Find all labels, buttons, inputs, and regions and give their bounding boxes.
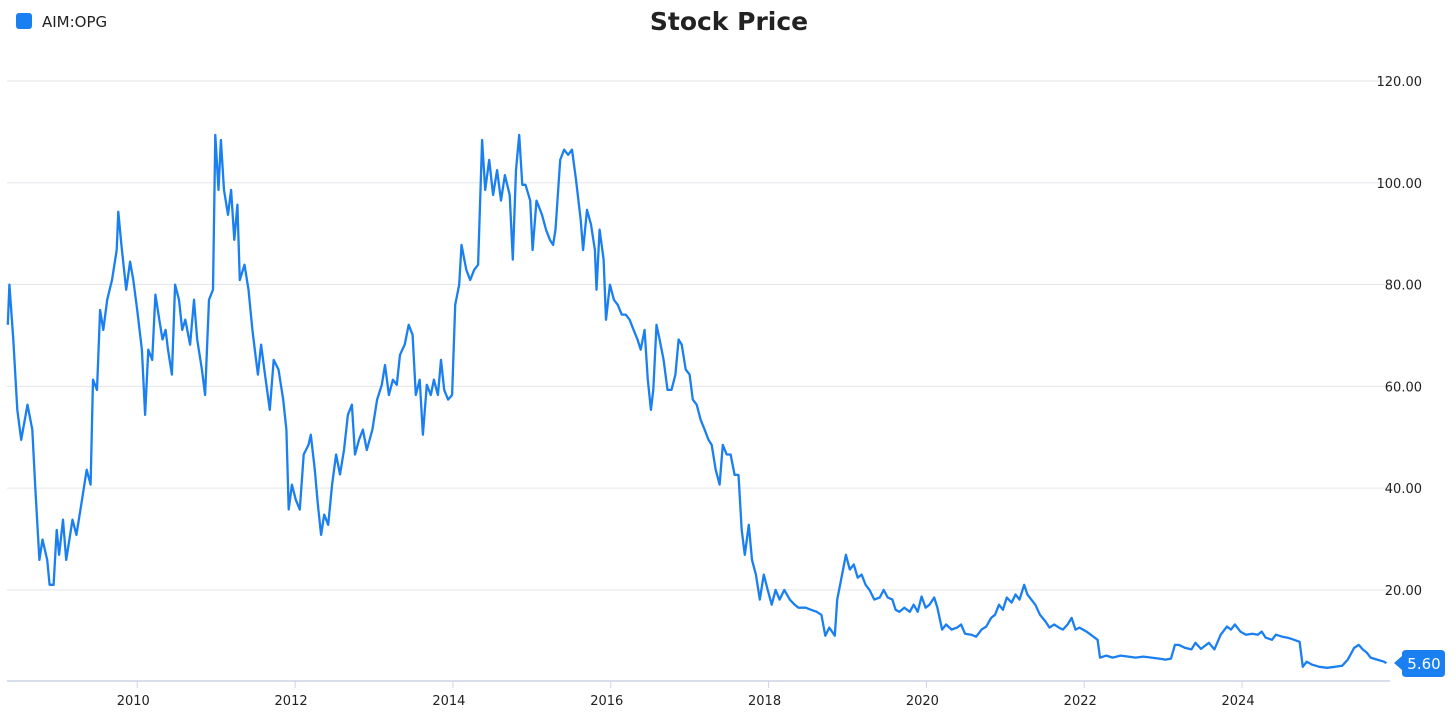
y-tick-label: 60.00 bbox=[1385, 380, 1422, 395]
last-value-label: 5.60 bbox=[1407, 655, 1440, 673]
y-tick-label: 20.00 bbox=[1385, 584, 1422, 599]
x-tick-label: 2014 bbox=[432, 694, 465, 709]
x-tick-label: 2018 bbox=[748, 694, 781, 709]
legend-label: AIM:OPG bbox=[42, 13, 107, 31]
chart-title: Stock Price bbox=[650, 7, 808, 36]
last-value-badge: 5.60 bbox=[1394, 650, 1445, 677]
y-tick-label: 80.00 bbox=[1385, 279, 1422, 294]
y-tick-label: 100.00 bbox=[1377, 177, 1423, 192]
x-tick-label: 2024 bbox=[1222, 694, 1255, 709]
series-line-aim-opg bbox=[6, 133, 1388, 669]
legend-swatch bbox=[16, 13, 32, 29]
last-value-badge-bg bbox=[1394, 650, 1445, 677]
x-tick-label: 2010 bbox=[117, 694, 150, 709]
legend-item[interactable]: AIM:OPG bbox=[16, 13, 107, 31]
grid-lines bbox=[7, 80, 1390, 591]
x-tick-label: 2016 bbox=[590, 694, 623, 709]
x-tick-label: 2022 bbox=[1064, 694, 1097, 709]
x-tick-label: 2012 bbox=[275, 694, 308, 709]
y-axis-ticks: 20.00 40.00 60.00 80.00 100.00 120.00 bbox=[1377, 75, 1423, 599]
y-tick-label: 40.00 bbox=[1385, 482, 1422, 497]
x-axis-ticks: 2010 2012 2014 2016 2018 2020 2022 2024 bbox=[117, 681, 1255, 709]
y-tick-label: 120.00 bbox=[1377, 75, 1423, 90]
x-tick-label: 2020 bbox=[906, 694, 939, 709]
